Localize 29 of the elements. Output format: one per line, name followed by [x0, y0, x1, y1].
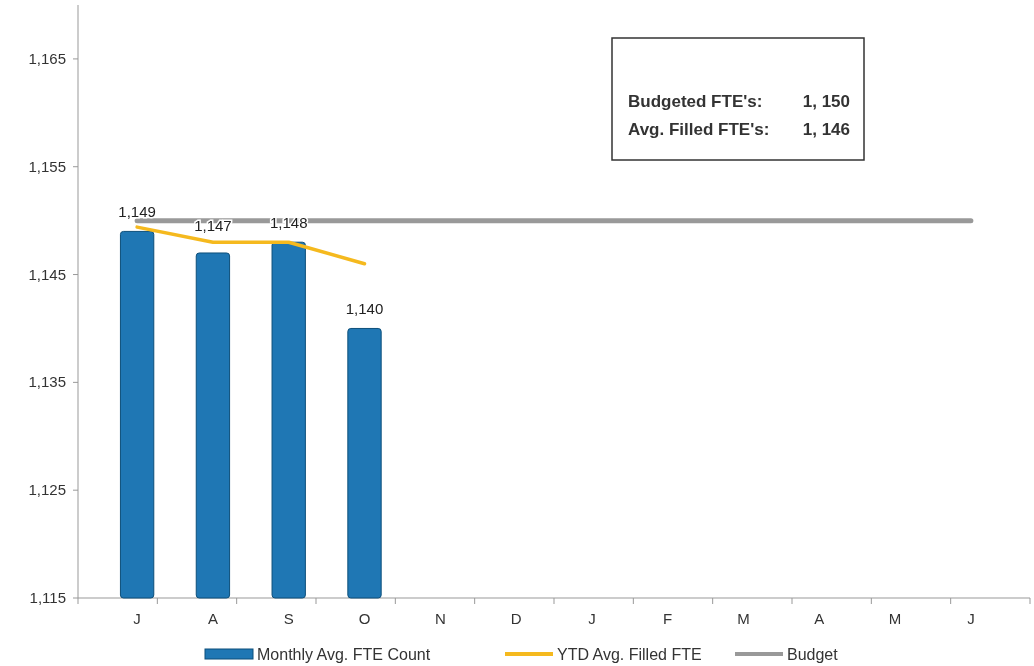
y-tick-label: 1,165 [28, 49, 66, 67]
x-tick-label: M [737, 610, 750, 627]
y-tick-label: 1,135 [28, 373, 66, 391]
legend-label: Budget [787, 646, 839, 663]
legend-label: YTD Avg. Filled FTE [557, 646, 702, 663]
x-tick-label: A [207, 610, 218, 627]
annotation: Budgeted FTE's: [628, 92, 763, 111]
data-label: 1,140 [345, 300, 384, 318]
x-tick-label: S [283, 610, 294, 627]
data-label: 1,149 [118, 203, 156, 221]
y-tick-label: 1,115 [29, 589, 66, 606]
x-tick-label: A [814, 610, 825, 627]
x-tick-label: J [588, 610, 596, 627]
x-tick-label: D [510, 610, 522, 627]
data-label: 1,148 [269, 214, 308, 232]
x-tick-label: F [663, 610, 673, 627]
annotation: Avg. Filled FTE's: [628, 120, 770, 139]
x-tick-label: M [888, 610, 902, 627]
data-label: 1,147 [194, 216, 232, 234]
annotation: 1, 150 [802, 92, 850, 111]
y-tick-label: 1,155 [28, 157, 66, 175]
x-tick-label: J [967, 610, 975, 627]
legend-label: Monthly Avg. FTE Count [257, 646, 431, 663]
y-tick-label: 1,145 [28, 265, 66, 283]
x-tick-label: J [133, 610, 141, 627]
annotation: 1, 146 [802, 120, 850, 139]
y-tick-label: 1,125 [28, 481, 66, 499]
x-tick-label: N [434, 610, 446, 627]
x-tick-label: O [358, 610, 371, 627]
